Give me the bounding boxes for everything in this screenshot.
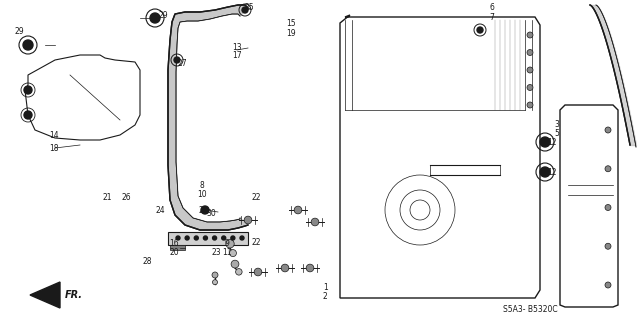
Bar — [342, 115, 532, 285]
Circle shape — [527, 67, 533, 73]
Circle shape — [311, 218, 319, 226]
Circle shape — [306, 264, 314, 272]
Text: 26: 26 — [122, 193, 132, 202]
Text: 10: 10 — [196, 190, 207, 199]
Circle shape — [605, 243, 611, 249]
Circle shape — [527, 32, 533, 38]
Circle shape — [212, 272, 218, 278]
Circle shape — [185, 236, 189, 240]
Text: 27: 27 — [177, 59, 188, 68]
Circle shape — [281, 264, 289, 272]
Text: 19: 19 — [286, 29, 296, 38]
Text: 18: 18 — [50, 144, 59, 153]
Polygon shape — [340, 15, 540, 298]
Circle shape — [150, 13, 160, 23]
Text: 21: 21 — [103, 193, 112, 202]
Text: 24: 24 — [155, 206, 165, 215]
Text: 7: 7 — [489, 13, 494, 22]
Text: 29: 29 — [158, 11, 168, 20]
Circle shape — [221, 236, 226, 240]
Text: 28: 28 — [143, 257, 152, 266]
Text: 17: 17 — [232, 51, 242, 60]
Polygon shape — [25, 55, 140, 140]
Text: FR.: FR. — [65, 290, 83, 300]
Circle shape — [226, 240, 234, 248]
Text: 1: 1 — [323, 283, 328, 292]
Text: 30: 30 — [206, 209, 216, 218]
Circle shape — [24, 86, 32, 94]
Text: 22: 22 — [252, 193, 260, 202]
Text: 29: 29 — [14, 27, 24, 36]
Text: 9: 9 — [225, 239, 230, 248]
Circle shape — [605, 282, 611, 288]
Circle shape — [540, 167, 550, 177]
Circle shape — [244, 216, 252, 224]
Circle shape — [240, 236, 244, 240]
Circle shape — [527, 102, 533, 108]
Circle shape — [477, 27, 483, 33]
Text: S5A3- B5320C: S5A3- B5320C — [502, 306, 557, 315]
Circle shape — [230, 249, 236, 256]
Circle shape — [176, 236, 180, 240]
Text: 23: 23 — [198, 206, 209, 215]
Circle shape — [236, 269, 242, 275]
Text: 12: 12 — [548, 138, 557, 147]
Circle shape — [174, 57, 180, 63]
Text: 11: 11 — [223, 248, 232, 257]
Polygon shape — [30, 282, 60, 308]
Text: 8: 8 — [199, 181, 204, 189]
Circle shape — [23, 40, 33, 50]
Circle shape — [254, 268, 262, 276]
Polygon shape — [560, 105, 618, 307]
Text: 22: 22 — [252, 238, 260, 247]
Text: 3: 3 — [554, 120, 559, 129]
Circle shape — [527, 85, 533, 91]
Bar — [168, 232, 248, 245]
Polygon shape — [168, 5, 248, 230]
Circle shape — [605, 127, 611, 133]
Circle shape — [605, 166, 611, 172]
Text: 6: 6 — [489, 4, 494, 12]
Circle shape — [212, 280, 218, 285]
Text: 25: 25 — [244, 3, 255, 11]
Circle shape — [540, 137, 550, 147]
Text: 13: 13 — [232, 43, 242, 52]
Circle shape — [231, 260, 239, 268]
Circle shape — [204, 236, 207, 240]
Text: 15: 15 — [286, 19, 296, 28]
Circle shape — [294, 206, 302, 214]
Circle shape — [231, 236, 235, 240]
Circle shape — [605, 204, 611, 211]
Circle shape — [527, 49, 533, 56]
Text: 12: 12 — [548, 168, 557, 177]
Polygon shape — [170, 245, 185, 250]
Bar — [563, 112, 615, 302]
Circle shape — [201, 206, 209, 214]
Circle shape — [242, 7, 248, 13]
Circle shape — [24, 111, 32, 119]
Text: 14: 14 — [49, 131, 60, 140]
Text: 5: 5 — [554, 130, 559, 138]
Text: 16: 16 — [169, 239, 179, 248]
Text: 20: 20 — [169, 248, 179, 257]
Circle shape — [195, 236, 198, 240]
Circle shape — [212, 236, 216, 240]
Text: 23: 23 — [211, 248, 221, 257]
Text: 2: 2 — [323, 292, 328, 301]
